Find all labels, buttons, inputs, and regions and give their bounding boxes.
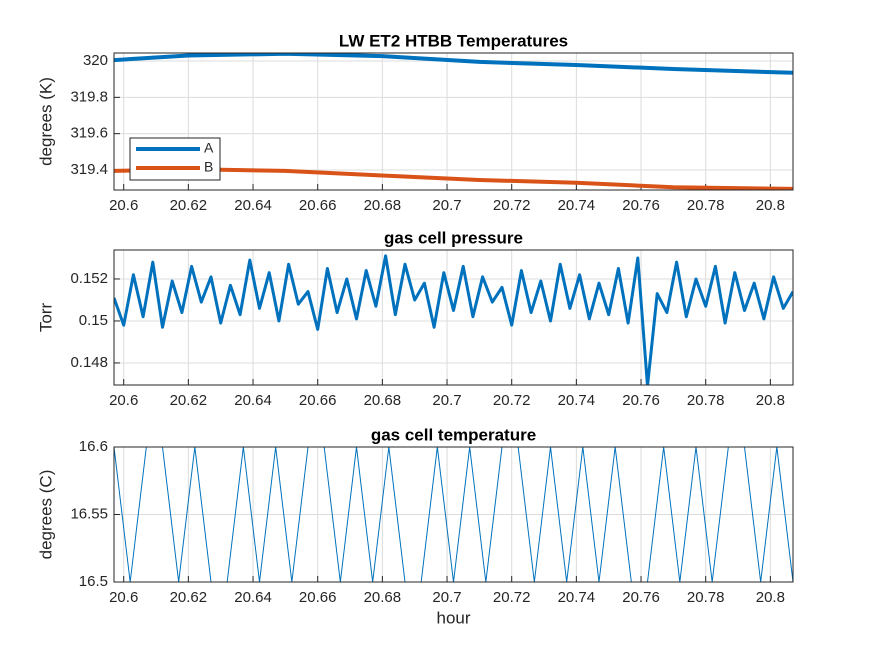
y-tick-label: 0.148 [70,354,108,371]
x-tick-label: 20.6 [109,392,138,409]
x-axis-label: hour [436,608,470,627]
x-tick-label: 20.8 [756,197,785,214]
legend-label: A [204,140,214,156]
legend-box [129,137,221,181]
y-tick-label: 16.55 [70,505,108,522]
series-group [114,254,793,385]
y-axis-label: degrees (C) [36,470,55,560]
x-tick-label: 20.64 [234,392,272,409]
x-tick-label: 20.76 [622,392,660,409]
plot-area [114,53,793,190]
x-tick-label: 20.74 [558,197,596,214]
x-tick-label: 20.68 [364,589,402,606]
x-tick-label: 20.78 [687,392,725,409]
chart-title: gas cell pressure [384,228,523,247]
y-tick-label: 16.6 [79,438,108,455]
x-tick-label: 20.6 [109,589,138,606]
x-tick-label: 20.72 [493,589,531,606]
axes-frame [113,446,794,583]
x-tick-label: 20.8 [756,392,785,409]
x-tick-label: 20.7 [432,197,461,214]
x-tick-label: 20.66 [299,589,337,606]
y-tick-label: 16.5 [79,573,108,590]
y-tick-label: 320 [83,52,108,69]
series-line [114,254,793,385]
x-tick-label: 20.66 [299,392,337,409]
axes-frame [113,249,794,386]
y-tick-label: 0.15 [79,312,108,329]
x-tick-label: 20.76 [622,197,660,214]
legend-label: B [204,159,213,175]
x-tick-label: 20.74 [558,392,596,409]
y-tick-label: 319.8 [70,88,108,105]
y-axis-label: Torr [36,303,55,333]
plot-area [114,250,793,385]
x-tick-label: 20.72 [493,392,531,409]
x-tick-label: 20.76 [622,589,660,606]
y-tick-label: 319.4 [70,161,108,178]
x-tick-label: 20.6 [109,197,138,214]
chart-title: LW ET2 HTBB Temperatures [339,31,568,50]
chart-title: gas cell temperature [371,425,536,444]
x-tick-label: 20.62 [170,197,208,214]
y-tick-label: 0.152 [70,270,108,287]
x-tick-label: 20.78 [687,589,725,606]
x-tick-label: 20.78 [687,197,725,214]
x-tick-label: 20.68 [364,197,402,214]
x-tick-label: 20.66 [299,197,337,214]
y-tick-label: 319.6 [70,125,108,142]
x-tick-label: 20.74 [558,589,596,606]
x-tick-label: 20.62 [170,392,208,409]
series-line [114,53,793,75]
x-tick-label: 20.72 [493,197,531,214]
x-tick-label: 20.68 [364,392,402,409]
x-tick-label: 20.62 [170,589,208,606]
x-tick-label: 20.7 [432,392,461,409]
x-tick-label: 20.7 [432,589,461,606]
axes-frame [113,52,794,191]
x-tick-label: 20.64 [234,589,272,606]
y-axis-label: degrees (K) [36,77,55,166]
x-tick-label: 20.8 [756,589,785,606]
x-tick-label: 20.64 [234,197,272,214]
